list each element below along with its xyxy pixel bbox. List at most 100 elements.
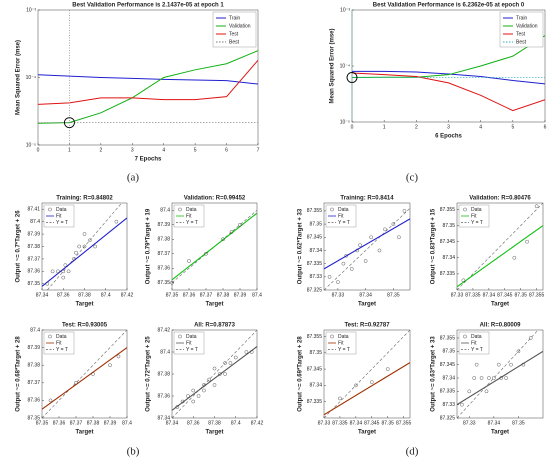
x-tick-label: 87.37	[200, 292, 213, 298]
x-tick-label: 87.4	[122, 420, 132, 426]
legend-label: Data	[471, 334, 482, 340]
y-tick-label: 87.41	[27, 207, 40, 213]
y-tick-label: 87.34	[442, 375, 455, 381]
data-point	[223, 361, 227, 365]
y-tick-label: 87.355	[307, 334, 323, 340]
x-tick-label: 87.34	[350, 420, 363, 426]
data-point	[48, 398, 53, 403]
y-axis-label: Output ~= 0.63*Target + 33	[431, 336, 437, 412]
y-tick-label: 87.37	[27, 380, 40, 386]
y-tick-label: 87.33	[309, 274, 322, 280]
y-tick-label: 87.34	[309, 248, 322, 254]
data-point	[327, 275, 332, 279]
x-axis-label: Target	[206, 430, 224, 436]
x-tick-label: 7	[257, 147, 260, 153]
data-point	[461, 278, 466, 283]
y-tick-label: 87.36	[27, 269, 40, 275]
data-point	[467, 389, 472, 394]
x-axis-label: Target	[76, 430, 94, 436]
legend-label: Data	[56, 334, 67, 340]
series-line	[352, 70, 545, 85]
legend-swatch	[178, 207, 182, 212]
x-axis-label: Target	[206, 302, 224, 308]
chart-title: Best Validation Performance is 6.2362e-0…	[373, 3, 525, 9]
series-line	[38, 74, 258, 85]
fit-line	[324, 218, 410, 270]
x-tick-label: 87.36	[187, 420, 200, 426]
x-tick-label: 87.33	[332, 292, 345, 298]
legend-swatch	[463, 207, 467, 212]
x-tick-label: 87.38	[78, 292, 91, 298]
y-tick-label: 10⁻⁵	[26, 142, 36, 148]
data-point	[496, 362, 501, 367]
legend-label: Fit	[338, 213, 344, 219]
x-tick-label: 87.33	[451, 292, 464, 298]
data-point	[336, 280, 340, 284]
data-point	[369, 235, 373, 240]
x-tick-label: 2	[415, 124, 418, 130]
panel-label: (c)	[406, 172, 419, 184]
data-point	[354, 383, 358, 388]
x-axis-label: Target	[358, 302, 376, 308]
x-tick-label: 87.35	[387, 292, 400, 298]
x-tick-label: 87.4	[252, 292, 262, 298]
y-tick-label: 10⁻⁴	[26, 75, 36, 81]
x-tick-label: 2	[99, 147, 102, 153]
chart-title: Validation: R=0.99452	[184, 196, 246, 202]
data-point	[88, 238, 92, 243]
y-tick-label: 87.34	[309, 383, 322, 389]
y-tick-label: 87.35	[27, 415, 40, 421]
y-tick-label: 87.4	[160, 208, 170, 214]
data-point	[186, 394, 190, 398]
fit-line	[457, 350, 543, 406]
data-point	[66, 269, 71, 274]
data-point	[492, 376, 496, 380]
y-tick-label: 87.355	[440, 207, 456, 213]
series-line	[38, 59, 258, 105]
fit-line	[42, 347, 127, 410]
x-tick-label: 87.4	[231, 420, 241, 426]
data-point	[472, 376, 477, 380]
data-point	[175, 405, 180, 409]
data-point	[402, 209, 407, 213]
fit-line	[324, 362, 410, 416]
data-point	[233, 355, 238, 360]
chart-title: All: R=0.87873	[194, 323, 236, 329]
data-point	[249, 350, 254, 354]
legend-label: Train	[229, 15, 240, 21]
data-point	[516, 349, 521, 354]
legend	[325, 331, 357, 355]
data-point	[218, 372, 222, 376]
data-point	[108, 363, 112, 368]
chart-title: Test: R=0.93005	[62, 323, 108, 329]
x-tick-label: 87.345	[364, 420, 380, 426]
data-point	[525, 239, 529, 244]
data-point	[212, 366, 217, 371]
legend-label: Fit	[471, 340, 477, 346]
x-tick-label: 87.335	[332, 420, 348, 426]
y-axis-label: Output ~= 0.79*Target + 19	[146, 208, 152, 284]
data-point	[180, 399, 185, 404]
legend-swatch	[48, 207, 52, 212]
data-point	[196, 394, 201, 398]
data-point	[391, 222, 396, 226]
data-point	[338, 396, 342, 401]
data-point	[369, 380, 374, 384]
legend-label: Train	[516, 15, 527, 21]
data-point	[114, 219, 119, 224]
y-tick-label: 10⁻³	[340, 7, 350, 13]
data-point	[72, 257, 76, 261]
x-tick-label: 6	[225, 147, 228, 153]
legend-label: Data	[56, 207, 67, 213]
y-axis-label: Output ~= 0.72*Target + 25	[146, 336, 152, 412]
chart-title: Best Validation Performance is 2.1437e-0…	[72, 3, 224, 9]
data-point	[204, 251, 208, 256]
data-point	[528, 336, 533, 340]
y-tick-label: 87.38	[27, 363, 40, 369]
legend-label: Test	[516, 31, 526, 37]
y-tick-label: 87.39	[27, 345, 40, 351]
data-point	[82, 244, 87, 249]
data-point	[91, 372, 95, 376]
series-line	[352, 72, 545, 112]
y-axis-label: Mean Squared Error (mse)	[330, 28, 336, 103]
